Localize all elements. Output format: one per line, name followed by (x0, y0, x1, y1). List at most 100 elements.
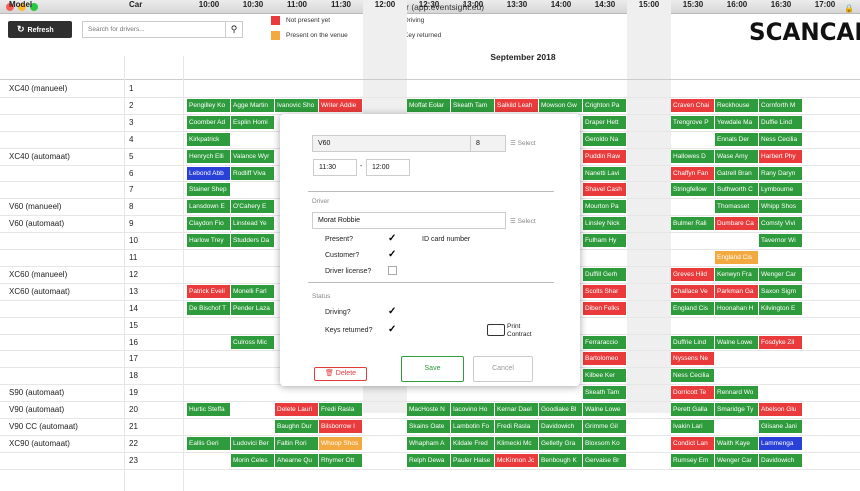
booking-cell[interactable]: Duffie Lind (759, 115, 803, 129)
booking-cell[interactable]: Dumbare Ca (715, 217, 759, 231)
booking-cell[interactable]: Monelli Farl (231, 284, 275, 298)
booking-cell[interactable]: De Bischof T (187, 301, 231, 315)
booking-cell[interactable]: Coomber Ad (187, 115, 231, 129)
booking-cell[interactable]: Goodiake Bl (539, 403, 583, 417)
booking-cell[interactable]: Suthworth C (715, 183, 759, 197)
booking-cell[interactable]: Valance Wyr (231, 149, 275, 163)
booking-cell[interactable]: England Cis (715, 251, 759, 264)
present-checkbox[interactable]: ✓ (388, 233, 397, 244)
booking-cell[interactable]: Moffat Eolar (407, 98, 451, 112)
delete-button[interactable]: 🗑 Delete (314, 367, 367, 381)
booking-cell[interactable]: Shavel Cash (583, 183, 627, 197)
booking-cell[interactable]: O'Cahery E (231, 200, 275, 214)
search-button[interactable]: ⚲ (225, 21, 243, 38)
booking-cell[interactable]: Parkman Ga (715, 284, 759, 298)
booking-cell[interactable]: Ness Cecilia (671, 369, 715, 383)
booking-cell[interactable]: Rennard Wo (715, 386, 759, 400)
booking-cell[interactable]: Smaridge Ty (715, 403, 759, 417)
booking-cell[interactable]: Stringfellow (671, 183, 715, 197)
booking-cell[interactable]: Trengrove P (671, 115, 715, 129)
booking-cell[interactable]: Walne Lowe (583, 403, 627, 417)
booking-cell[interactable]: Ivakin Lari (671, 420, 715, 433)
driving-checkbox[interactable]: ✓ (388, 306, 397, 317)
booking-cell[interactable]: Lansdown E (187, 200, 231, 214)
booking-cell[interactable]: Claydon Fio (187, 217, 231, 231)
booking-cell[interactable]: Benbough K (539, 453, 583, 467)
booking-cell[interactable]: Faltin Rori (275, 436, 319, 450)
booking-cell[interactable]: Nyssens Ne (671, 352, 715, 366)
booking-cell[interactable]: Saxon Sigm (759, 284, 803, 298)
booking-cell[interactable]: Davidowich (759, 453, 803, 467)
booking-cell[interactable]: Rodliff Viva (231, 166, 275, 180)
booking-cell[interactable]: MacHoste N (407, 403, 451, 417)
booking-cell[interactable]: Kenwyn Fra (715, 267, 759, 281)
keys-returned-checkbox[interactable]: ✓ (388, 324, 397, 335)
booking-cell[interactable]: Fulham Hy (583, 234, 627, 248)
booking-cell[interactable]: Stainer Shep (187, 183, 231, 197)
minimize-window-button[interactable] (18, 3, 26, 11)
booking-cell[interactable]: Hurtic Steffa (187, 403, 231, 417)
cancel-button[interactable]: Cancel (473, 356, 533, 382)
booking-cell[interactable]: Ivanovic Sho (275, 98, 319, 112)
booking-cell[interactable]: Kilbee Ker (583, 369, 627, 383)
booking-cell[interactable]: Harbert Phy (759, 149, 803, 163)
booking-cell[interactable]: Skains Oate (407, 420, 451, 433)
booking-cell[interactable]: Pengilley Ko (187, 98, 231, 112)
booking-cell[interactable]: Geroldo Na (583, 132, 627, 146)
customer-checkbox[interactable]: ✓ (388, 249, 397, 260)
booking-cell[interactable]: Duffrie Lind (671, 335, 715, 349)
booking-cell[interactable]: Ferraraccio (583, 335, 627, 349)
booking-cell[interactable]: Klimecki Mc (495, 436, 539, 450)
booking-cell[interactable]: Hallowes D (671, 149, 715, 163)
license-checkbox[interactable] (388, 266, 397, 275)
booking-cell[interactable]: Ness Cecilia (759, 132, 803, 146)
booking-cell[interactable]: Dorricott Te (671, 386, 715, 400)
booking-cell[interactable]: Lammenga (759, 436, 803, 450)
booking-cell[interactable]: Bartolomeo (583, 352, 627, 366)
booking-cell[interactable]: Mowson Gw (539, 98, 583, 112)
booking-cell[interactable]: Wase Amy (715, 149, 759, 163)
booking-cell[interactable]: McKinnon Jc (495, 453, 539, 467)
booking-cell[interactable]: Patrick Eveli (187, 284, 231, 298)
booking-cell[interactable]: Whapham A (407, 436, 451, 450)
time-from-field[interactable]: 11:30 (313, 159, 357, 176)
zoom-window-button[interactable] (30, 3, 38, 11)
booking-cell[interactable]: Pender Laza (231, 301, 275, 315)
booking-cell[interactable]: Relph Dewa (407, 453, 451, 467)
booking-cell[interactable]: Fredi Rasla (319, 403, 363, 417)
booking-cell[interactable]: Waith Kaye (715, 436, 759, 450)
booking-cell[interactable]: Wenger Car (715, 453, 759, 467)
booking-cell[interactable]: Gelletly Gra (539, 436, 583, 450)
driver-field[interactable]: Morat Robbie (312, 212, 506, 229)
booking-cell[interactable]: Kernar Dael (495, 403, 539, 417)
booking-cell[interactable]: Skeath Tam (451, 98, 495, 112)
booking-cell[interactable]: Gatrell Bran (715, 166, 759, 180)
booking-cell[interactable]: England Cis (671, 301, 715, 315)
booking-cell[interactable]: Iacovino Ho (451, 403, 495, 417)
booking-cell[interactable]: Bilsborrow I (319, 420, 363, 433)
booking-cell[interactable]: Rhymer Ott (319, 453, 363, 467)
car-field[interactable]: 8 (470, 135, 506, 152)
booking-cell[interactable]: Ahearne Qu (275, 453, 319, 467)
booking-cell[interactable]: Lymbourne (759, 183, 803, 197)
booking-cell[interactable]: Esplin Homi (231, 115, 275, 129)
booking-cell[interactable]: Baughn Dur (275, 420, 319, 433)
booking-cell[interactable]: Ennals Der (715, 132, 759, 146)
booking-cell[interactable]: Harlow Trey (187, 234, 231, 248)
booking-cell[interactable]: Salkild Leah (495, 98, 539, 112)
refresh-button[interactable]: ↻ Refresh (8, 21, 72, 38)
booking-cell[interactable]: Linsley Nick (583, 217, 627, 231)
booking-cell[interactable]: Kildale Fred (451, 436, 495, 450)
booking-cell[interactable]: Whipp Shos (759, 200, 803, 214)
booking-cell[interactable]: Kirkpatrick (187, 132, 231, 146)
booking-cell[interactable]: Writer Addie (319, 98, 363, 112)
booking-cell[interactable]: Davidowich (539, 420, 583, 433)
booking-cell[interactable]: Chaffyn Fan (671, 166, 715, 180)
booking-cell[interactable]: Diben Felks (583, 301, 627, 315)
booking-cell[interactable]: Agge Martin (231, 98, 275, 112)
booking-cell[interactable]: Fredi Rasla (495, 420, 539, 433)
booking-cell[interactable]: Rumsey Em (671, 453, 715, 467)
booking-cell[interactable]: Rany Daryn (759, 166, 803, 180)
booking-cell[interactable]: Condict Lan (671, 436, 715, 450)
booking-cell[interactable]: Puddin Raw (583, 149, 627, 163)
